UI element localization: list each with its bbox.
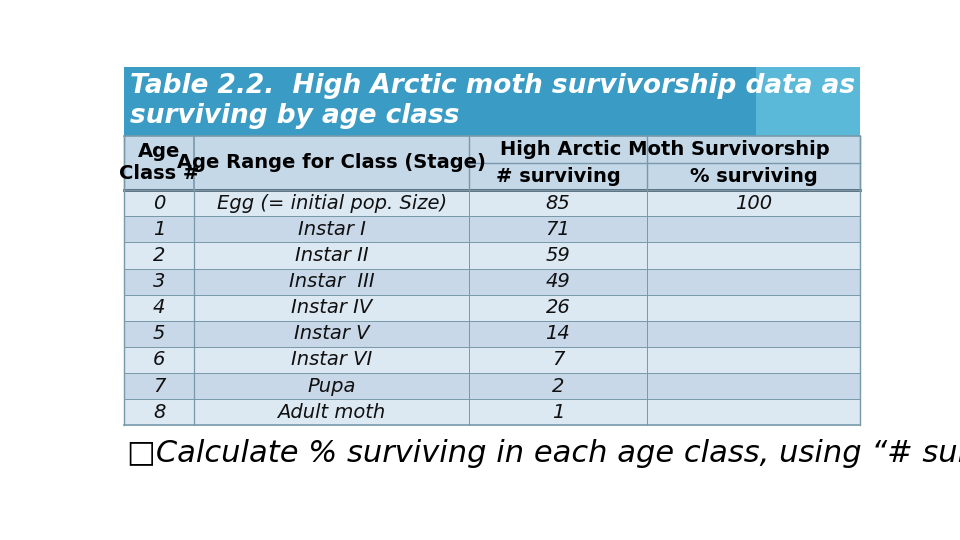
Bar bbox=[124, 347, 860, 373]
Text: Instar V: Instar V bbox=[294, 325, 370, 343]
Text: Instar  III: Instar III bbox=[289, 272, 374, 291]
Text: 3: 3 bbox=[153, 272, 165, 291]
Text: Instar VI: Instar VI bbox=[291, 350, 372, 369]
Text: 26: 26 bbox=[545, 298, 570, 317]
Text: 100: 100 bbox=[735, 194, 772, 213]
Text: Egg (= initial pop. Size): Egg (= initial pop. Size) bbox=[217, 194, 446, 213]
Text: 49: 49 bbox=[545, 272, 570, 291]
Bar bbox=[124, 295, 860, 321]
Text: 71: 71 bbox=[545, 220, 570, 239]
Bar bbox=[124, 268, 860, 295]
Text: 2: 2 bbox=[153, 246, 165, 265]
Text: 0: 0 bbox=[153, 194, 165, 213]
Text: Instar I: Instar I bbox=[298, 220, 366, 239]
Text: 1: 1 bbox=[153, 220, 165, 239]
Bar bbox=[124, 217, 860, 242]
Text: 4: 4 bbox=[153, 298, 165, 317]
Bar bbox=[124, 190, 860, 217]
Text: 14: 14 bbox=[545, 325, 570, 343]
Text: 6: 6 bbox=[153, 350, 165, 369]
Text: 2: 2 bbox=[552, 376, 564, 395]
Text: 8: 8 bbox=[153, 403, 165, 422]
Text: 1: 1 bbox=[552, 403, 564, 422]
Text: Table 2.2.  High Arctic moth survivorship data as number and percent
surviving b: Table 2.2. High Arctic moth survivorship… bbox=[130, 73, 960, 130]
Text: Age Range for Class (Stage): Age Range for Class (Stage) bbox=[178, 153, 486, 172]
Text: % surviving: % surviving bbox=[689, 167, 817, 186]
Text: Adult moth: Adult moth bbox=[277, 403, 386, 422]
Bar bbox=[124, 242, 860, 268]
Bar bbox=[124, 321, 860, 347]
Text: 7: 7 bbox=[552, 350, 564, 369]
Text: High Arctic Moth Survivorship: High Arctic Moth Survivorship bbox=[499, 140, 829, 159]
Text: 85: 85 bbox=[545, 194, 570, 213]
Text: # surviving: # surviving bbox=[495, 167, 620, 186]
Bar bbox=[124, 399, 860, 425]
Text: 7: 7 bbox=[153, 376, 165, 395]
Text: Instar IV: Instar IV bbox=[291, 298, 372, 317]
Text: □Calculate % surviving in each age class, using “# surviving” data.: □Calculate % surviving in each age class… bbox=[127, 439, 960, 468]
Text: Age
Class #: Age Class # bbox=[119, 143, 200, 184]
Bar bbox=[124, 373, 860, 399]
Text: Instar II: Instar II bbox=[295, 246, 369, 265]
Text: 59: 59 bbox=[545, 246, 570, 265]
Text: 5: 5 bbox=[153, 325, 165, 343]
Text: Pupa: Pupa bbox=[307, 376, 356, 395]
